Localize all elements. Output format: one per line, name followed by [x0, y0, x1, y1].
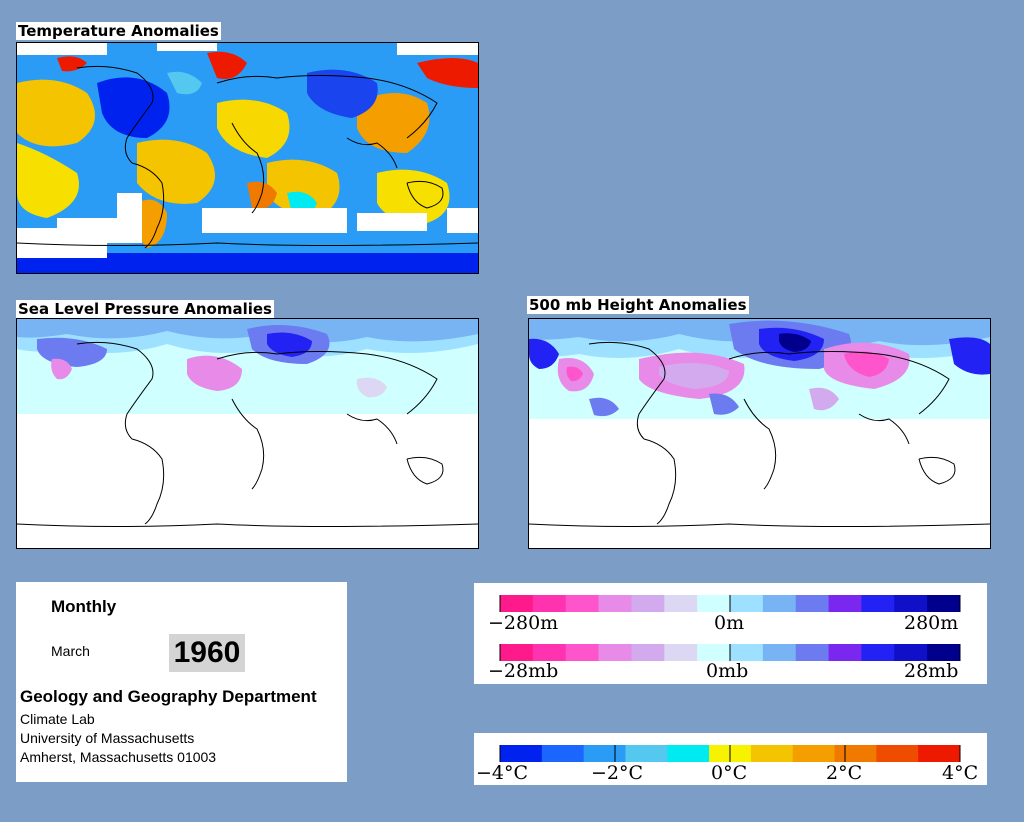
- height-scale-swatch-13: [927, 595, 961, 612]
- height-scale-swatch-1: [532, 595, 567, 612]
- pressure-scale-swatch-10: [828, 644, 862, 661]
- height-min-label: −280m: [488, 612, 558, 634]
- height-scale-swatch-11: [861, 595, 895, 612]
- temperature-scale-swatch-10: [918, 745, 961, 762]
- slp-anomaly-map: [16, 318, 479, 549]
- height-scale-swatch-6: [697, 595, 731, 612]
- height-scale-swatch-7: [730, 595, 764, 612]
- temperature-map-title: Temperature Anomalies: [16, 22, 221, 40]
- pressure-scale-swatch-13: [927, 644, 961, 661]
- height-scale-swatch-9: [795, 595, 830, 612]
- height-scale-swatch-0: [500, 595, 534, 612]
- pressure-scale-swatch-0: [500, 644, 534, 661]
- temp-minus2-label: −2°C: [591, 762, 643, 784]
- temperature-scale-swatch-0: [500, 745, 543, 762]
- height-scale-swatch-8: [762, 595, 797, 612]
- temperature-legend-canvas: −4°C −2°C 0°C 2°C 4°C: [476, 745, 978, 784]
- pressure-zero-label: 0mb: [706, 660, 748, 682]
- pressure-scale-swatch-1: [532, 644, 567, 661]
- height500-map-canvas: [529, 319, 990, 527]
- pressure-scale-swatch-9: [795, 644, 830, 661]
- temp-plus4-label: 4°C: [942, 762, 978, 784]
- anomaly-legend-canvas: −280m 0m 280m −28mb 0mb 28mb: [488, 595, 961, 682]
- temperature-scale-swatch-1: [541, 745, 585, 762]
- pressure-scale-swatch-6: [697, 644, 731, 661]
- address-line-lab: Climate Lab: [20, 711, 95, 727]
- temperature-scale-swatch-7: [792, 745, 836, 762]
- temp-minus4-label: −4°C: [476, 762, 528, 784]
- pressure-min-label: −28mb: [488, 660, 558, 682]
- address-line-university: University of Massachusetts: [20, 730, 195, 746]
- temperature-scale-bar: [499, 745, 961, 762]
- pressure-scale-swatch-7: [730, 644, 764, 661]
- pressure-scale-bar: [499, 644, 961, 661]
- temperature-scale-swatch-4: [667, 745, 710, 762]
- height-scale-swatch-5: [664, 595, 698, 612]
- pressure-scale-swatch-4: [631, 644, 665, 661]
- address-line-city: Amherst, Massachusetts 01003: [20, 749, 217, 765]
- height-scale-swatch-12: [894, 595, 928, 612]
- slp-map-canvas: [17, 319, 478, 527]
- height-scale-swatch-4: [631, 595, 665, 612]
- height-max-label: 280m: [904, 612, 958, 634]
- height-scale-bar: [499, 595, 961, 612]
- temp-plus2-label: 2°C: [826, 762, 862, 784]
- info-panel: Monthly March 1960 Geology and Geography…: [16, 582, 347, 782]
- temperature-scale-swatch-8: [834, 745, 877, 762]
- pressure-scale-swatch-12: [894, 644, 928, 661]
- temperature-scale-swatch-3: [625, 745, 668, 762]
- year-label: 1960: [169, 634, 245, 672]
- temperature-scale-swatch-6: [750, 745, 794, 762]
- height500-map-title: 500 mb Height Anomalies: [527, 296, 749, 314]
- anomaly-legend-panel: −280m 0m 280m −28mb 0mb 28mb: [474, 583, 987, 684]
- pressure-max-label: 28mb: [904, 660, 958, 682]
- temperature-legend-panel: −4°C −2°C 0°C 2°C 4°C: [474, 733, 987, 785]
- height-scale-swatch-2: [565, 595, 600, 612]
- department-name: Geology and Geography Department: [20, 687, 317, 706]
- pressure-scale-swatch-8: [762, 644, 797, 661]
- height500-anomaly-map: [528, 318, 991, 549]
- temperature-scale-swatch-9: [876, 745, 919, 762]
- temperature-anomaly-map: [16, 42, 479, 274]
- temperature-map-canvas: [17, 43, 478, 273]
- pressure-scale-swatch-2: [565, 644, 600, 661]
- pressure-scale-swatch-3: [598, 644, 632, 661]
- pressure-scale-swatch-5: [664, 644, 698, 661]
- height-zero-label: 0m: [714, 612, 744, 634]
- height-scale-swatch-10: [828, 595, 862, 612]
- slp-map-title: Sea Level Pressure Anomalies: [16, 300, 274, 318]
- month-label: March: [51, 643, 90, 659]
- pressure-scale-swatch-11: [861, 644, 895, 661]
- height-scale-swatch-3: [598, 595, 632, 612]
- temperature-scale-swatch-2: [583, 745, 626, 762]
- period-label: Monthly: [51, 597, 117, 616]
- temp-zero-label: 0°C: [711, 762, 747, 784]
